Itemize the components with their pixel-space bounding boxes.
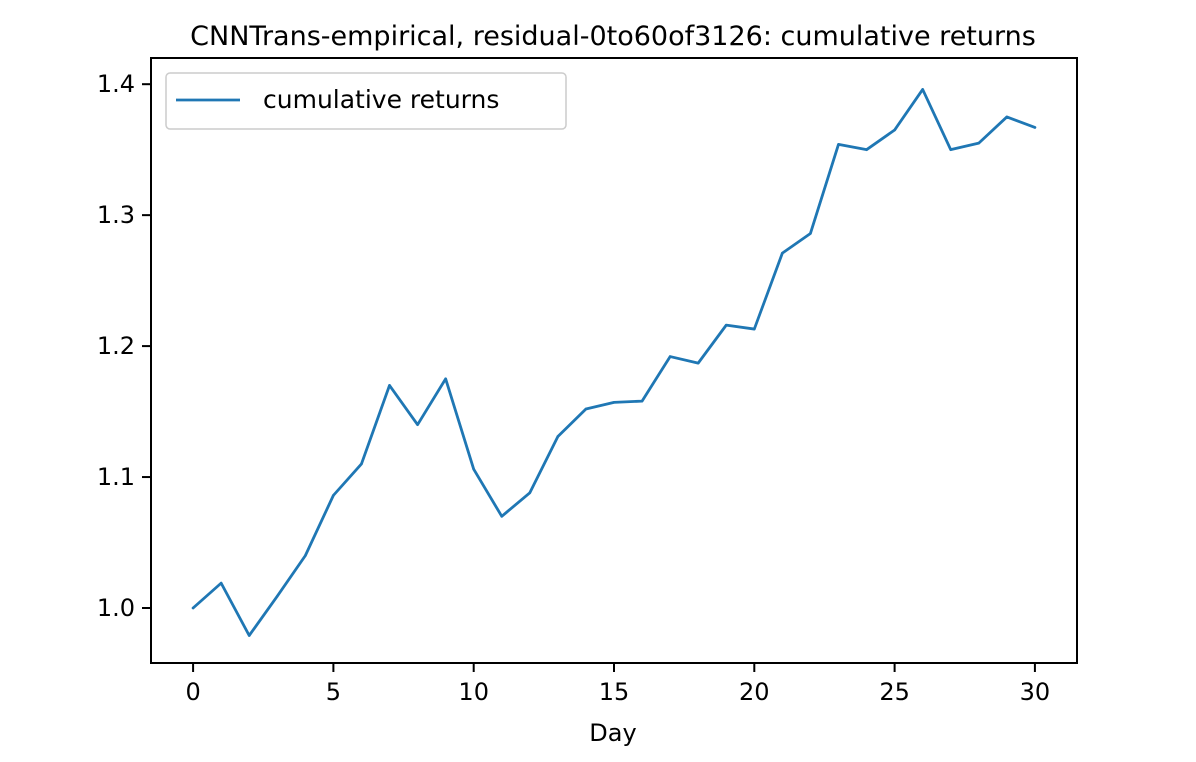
y-tick-label: 1.2 (97, 332, 135, 360)
data-point (753, 327, 756, 331)
x-tick-label: 10 (458, 678, 489, 706)
series-points (191, 88, 1037, 637)
data-point (949, 148, 952, 151)
data-point (500, 515, 503, 518)
chart-title: CNNTrans-empirical, residual-0to60of3126… (190, 21, 1036, 52)
data-point (416, 423, 419, 426)
data-point (584, 407, 588, 411)
data-point (556, 435, 560, 438)
x-axis: 0 5 10 15 20 25 30 (185, 663, 1050, 706)
x-axis-label: Day (589, 719, 636, 747)
x-tick-label: 25 (879, 678, 910, 706)
y-tick-label: 1.0 (97, 594, 135, 622)
data-point (472, 467, 475, 471)
y-axis: 1.0 1.1 1.2 1.3 1.4 (97, 70, 151, 622)
data-point (191, 606, 195, 610)
data-point (528, 491, 532, 494)
data-point (725, 323, 728, 327)
y-tick-label: 1.4 (97, 70, 135, 98)
legend: cumulative returns (165, 72, 567, 130)
data-point (977, 141, 980, 145)
data-point (893, 128, 896, 132)
x-tick-label: 20 (739, 678, 770, 706)
data-point (865, 148, 868, 151)
data-point (921, 88, 924, 91)
x-tick-label: 30 (1020, 678, 1051, 706)
data-point (640, 399, 644, 403)
data-point (219, 581, 223, 585)
y-tick-label: 1.3 (97, 201, 135, 229)
data-point (668, 355, 672, 358)
x-tick-label: 15 (599, 678, 630, 706)
data-point (332, 494, 335, 497)
x-tick-label: 5 (326, 678, 341, 706)
data-point (837, 143, 840, 146)
legend-box (165, 72, 567, 130)
data-point (809, 232, 812, 235)
data-point (696, 361, 700, 365)
data-point (248, 634, 251, 637)
data-point (1005, 115, 1009, 119)
series-line-cumulative-returns (191, 88, 1037, 637)
plot-area (150, 57, 1078, 664)
y-tick-label: 1.1 (97, 463, 135, 491)
data-point (304, 554, 307, 557)
legend-label: cumulative returns (263, 85, 499, 114)
data-point (276, 595, 279, 598)
data-point (781, 251, 784, 255)
data-point (1033, 126, 1037, 129)
x-tick-label: 0 (185, 678, 200, 706)
data-point (444, 377, 447, 381)
data-point (388, 384, 391, 387)
data-point (612, 401, 616, 404)
data-point (360, 462, 363, 466)
